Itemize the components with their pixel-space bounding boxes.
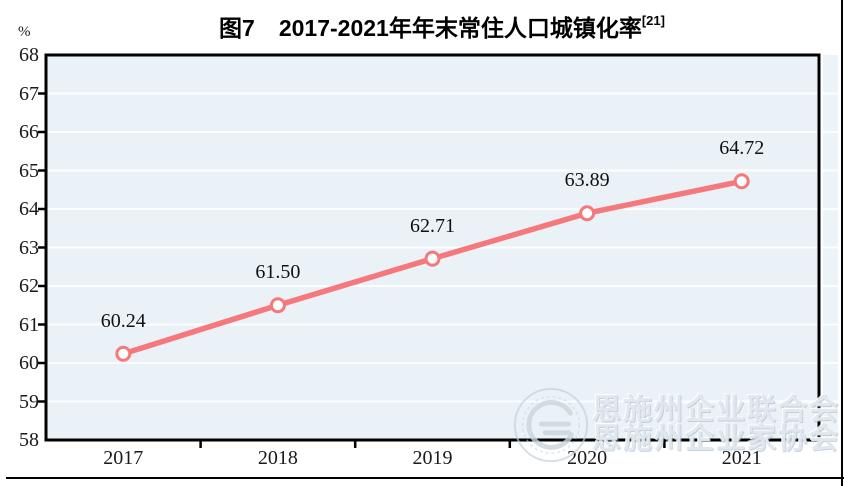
y-axis-tick-label: 60 — [19, 352, 39, 374]
page-border-right — [841, 0, 843, 486]
y-axis-tick-label: 66 — [19, 121, 39, 143]
figure-number: 图7 — [219, 15, 255, 41]
data-point-marker — [579, 205, 596, 222]
y-axis-tick-label: 63 — [19, 236, 39, 259]
x-axis-tick-label: 2018 — [257, 447, 298, 469]
data-point-marker — [424, 250, 441, 267]
x-axis-tick-label: 2019 — [412, 447, 453, 469]
x-axis-tick-label: 2017 — [103, 447, 144, 469]
y-axis-tick-label: 67 — [19, 82, 39, 105]
data-point-label: 63.89 — [564, 169, 610, 192]
data-point-marker — [269, 297, 286, 314]
data-point-label: 62.71 — [410, 214, 455, 237]
chart-title-inner: 图7 2017-2021年年末常住人口城镇化率[21] — [219, 13, 665, 41]
title-footnote-ref: [21] — [641, 13, 665, 29]
y-axis-tick-label: 61 — [19, 313, 39, 336]
y-axis-tick-label: 59 — [19, 390, 39, 413]
data-point-label: 61.50 — [255, 261, 301, 284]
data-point-label: 60.24 — [100, 309, 146, 332]
data-point-label: 64.72 — [719, 137, 765, 160]
data-point-marker — [733, 173, 750, 190]
chart-title: 图7 2017-2021年年末常住人口城镇化率[21] — [0, 9, 844, 43]
y-axis-tick-label: 68 — [19, 44, 39, 66]
y-axis-tick-label: 62 — [19, 275, 39, 297]
x-axis-tick-label: 2020 — [567, 447, 608, 469]
x-axis-tick-label: 2021 — [721, 447, 762, 469]
y-axis-tick-label: 64 — [19, 198, 39, 220]
data-point-marker — [115, 345, 132, 362]
y-axis-unit-label: % — [18, 24, 31, 40]
y-axis-tick-label: 65 — [19, 159, 39, 182]
page-border-bottom — [6, 477, 844, 479]
y-axis-tick-label: 58 — [19, 429, 39, 451]
chart-title-text: 2017-2021年年末常住人口城镇化率 — [278, 15, 642, 41]
